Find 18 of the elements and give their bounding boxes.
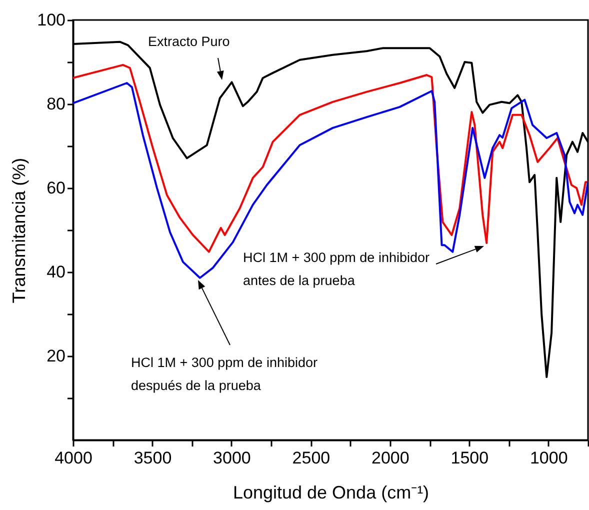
y-tick-label: 100 xyxy=(37,10,66,30)
x-tick-label: 1500 xyxy=(450,448,489,468)
x-tick-label: 3000 xyxy=(213,448,251,468)
x-axis-title: Longitud de Onda (cm⁻¹) xyxy=(232,482,430,502)
annotation: HCl 1M + 300 ppm de inhibidor antes de la prueba xyxy=(243,250,430,288)
y-tick-label: 80 xyxy=(46,94,66,114)
x-tick-label: 3500 xyxy=(134,448,172,468)
y-tick-label: 40 xyxy=(46,262,66,282)
line-series xyxy=(73,64,588,253)
x-tick-label: 2000 xyxy=(372,448,410,468)
y-axis-title: Transmitancia (%) xyxy=(9,158,30,304)
annotation: HCl 1M + 300 ppm de inhibidor después de la prueba xyxy=(131,355,318,393)
y-tick-label: 20 xyxy=(46,346,66,366)
annotation: Extracto Puro xyxy=(148,34,230,49)
x-tick-label: 4000 xyxy=(54,448,92,468)
y-tick-label: 60 xyxy=(46,178,66,198)
x-tick-label: 1000 xyxy=(530,448,568,468)
x-tick-label: 2500 xyxy=(292,448,330,468)
